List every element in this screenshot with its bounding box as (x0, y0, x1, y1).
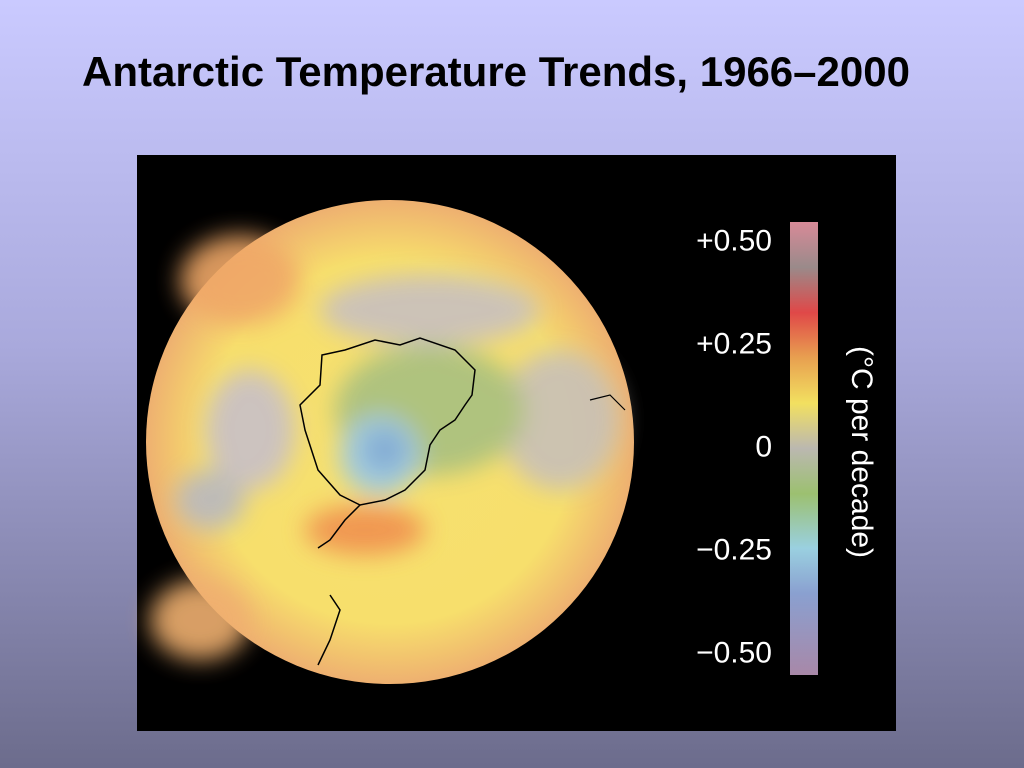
colorbar-tick-label: +0.50 (696, 225, 772, 258)
slide-title: Antarctic Temperature Trends, 1966–2000 (82, 48, 910, 95)
colorbar-tick-label: −0.25 (696, 533, 772, 566)
colorbar-tick-label: −0.50 (696, 636, 772, 669)
colorbar-label: (°C per decade) (845, 346, 878, 558)
colorbar-tick-label: 0 (755, 430, 772, 463)
map-disk (146, 200, 634, 684)
colorbar-tick-label: +0.25 (696, 327, 772, 360)
colorbar (790, 222, 818, 675)
